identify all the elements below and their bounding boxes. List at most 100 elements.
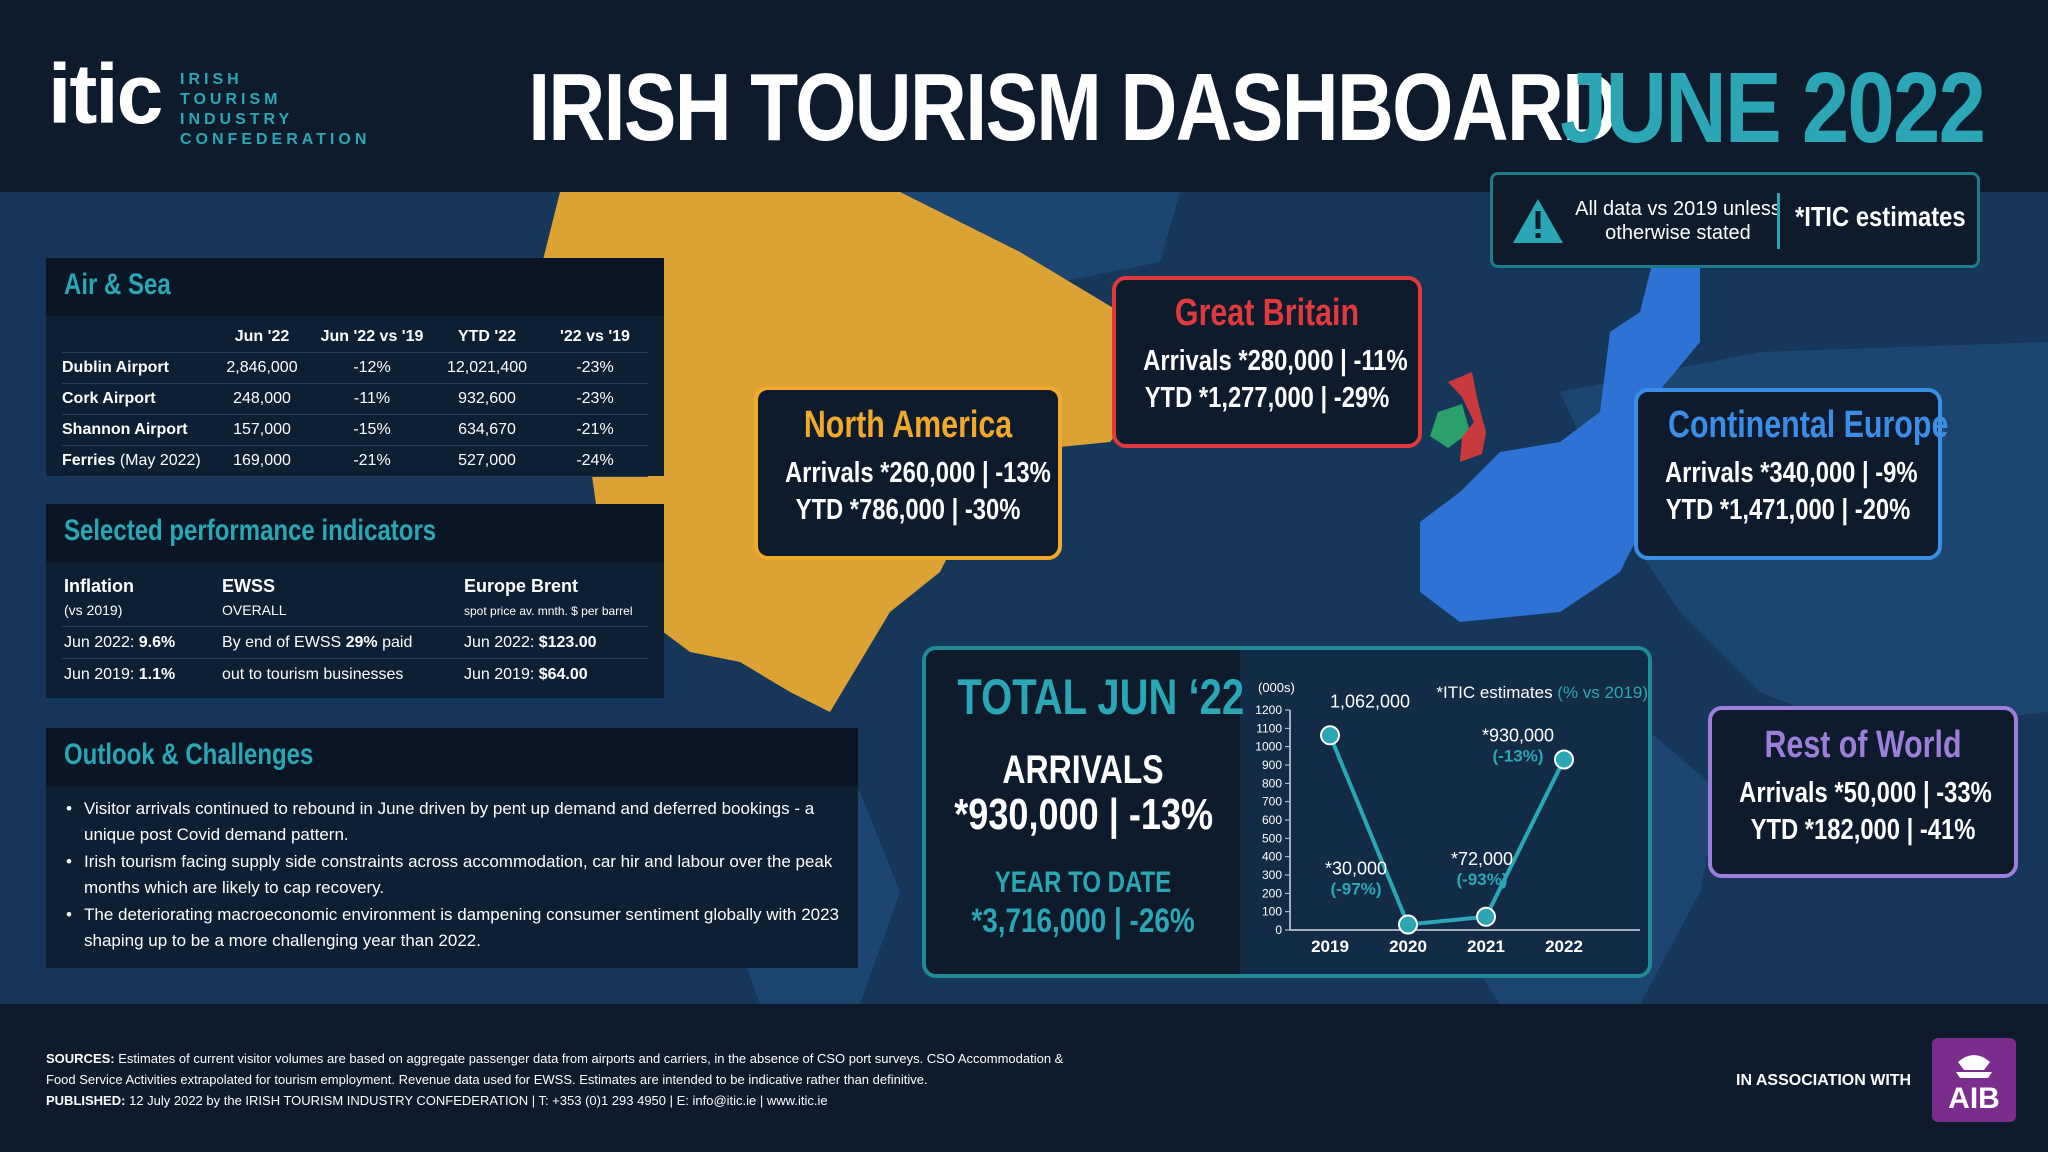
region-name: North America — [803, 404, 1013, 446]
ewss-line-2: out to tourism businesses — [222, 666, 404, 683]
x-tick-label: 2019 — [1311, 937, 1349, 956]
footer: SOURCES: Estimates of current visitor vo… — [0, 1004, 2048, 1152]
inflation-heading: Inflation — [64, 576, 134, 596]
y-tick-label: 200 — [1262, 886, 1282, 900]
table-row: Cork Airport 248,000 -11% 932,600 -23% — [62, 383, 648, 415]
arrivals-line-chart: (000s) *ITIC estimates (% vs 2019) 0 100 200… — [1255, 680, 1648, 956]
y-tick-label: 300 — [1262, 868, 1282, 882]
outlook-title: Outlook & Challenges — [64, 738, 314, 771]
cell: 157,000 — [212, 414, 312, 446]
table-row: Dublin Airport 2,846,000 -12% 12,021,400… — [62, 352, 648, 384]
brent-sub: spot price av. mnth. $ per barrel — [464, 604, 633, 618]
inflation-2019: Jun 2019: 1.1% — [64, 666, 175, 684]
inflation-sub: (vs 2019) — [64, 602, 123, 618]
unit-label: (000s) — [1258, 680, 1295, 695]
published-label: PUBLISHED: — [46, 1093, 126, 1108]
great-britain-shape — [1448, 372, 1486, 462]
estimates-label: *ITIC estimates — [1795, 201, 1966, 232]
data-point — [1554, 749, 1574, 770]
logo-sub-line: IRISH — [180, 71, 243, 88]
value: 9.6% — [138, 634, 176, 651]
region-ytd: YTD *1,277,000 | -29% — [1144, 382, 1390, 414]
air-sea-header — [46, 258, 664, 316]
row-name: Shannon Airport — [62, 414, 212, 446]
list-item: The deteriorating macroeconomic environm… — [62, 902, 842, 954]
cell: 2,846,000 — [212, 352, 312, 384]
y-tick-label: 1100 — [1256, 721, 1282, 735]
cell: 527,000 — [432, 445, 542, 477]
y-tick-label: 500 — [1262, 831, 1282, 845]
region-name: Rest of World — [1764, 724, 1962, 766]
ewss-line-1: By end of EWSS 29% paid — [222, 634, 412, 652]
region-ytd: YTD *1,471,000 | -20% — [1665, 494, 1911, 526]
data-point — [1398, 914, 1418, 935]
sources-text: SOURCES: Estimates of current visitor vo… — [46, 1048, 1086, 1111]
cell: -21% — [312, 445, 432, 477]
arrivals-series-line — [1328, 734, 1566, 927]
data-label: 1,062,000 — [1330, 691, 1410, 711]
table-row: Shannon Airport 157,000 -15% 634,670 -21… — [62, 414, 648, 446]
notice-text: All data vs 2019 unless otherwise stated — [1575, 198, 1781, 244]
y-tick-label: 100 — [1262, 905, 1282, 919]
text: By end of EWSS — [222, 634, 346, 651]
cell: -15% — [312, 414, 432, 446]
y-tick-label: 1200 — [1255, 703, 1282, 717]
data-label: *930,000 — [1482, 726, 1554, 746]
column-header: YTD '22 — [432, 322, 542, 353]
continental-europe-callout: Continental Europe Arrivals *340,000 | -… — [1634, 388, 1948, 560]
indicators-panel: Selected performance indicators Inflatio… — [46, 504, 664, 698]
region-name: Great Britain — [1174, 292, 1360, 334]
x-tick-label: 2022 — [1545, 937, 1583, 956]
outlook-list: Visitor arrivals continued to rebound in… — [62, 796, 842, 955]
data-pct-label: (-93%) — [1456, 870, 1507, 889]
europe-shape — [1420, 212, 1700, 622]
itic-logo-subtitle: IRISH TOURISM INDUSTRY CONFEDERATION — [180, 70, 370, 150]
brent-2019: Jun 2019: $64.00 — [464, 666, 588, 684]
arrivals-value: *930,000 | -13% — [954, 790, 1214, 839]
x-tick-label: 2021 — [1467, 937, 1505, 956]
column-header: '22 vs '19 — [542, 322, 648, 353]
aib-ark-icon — [1956, 1055, 1992, 1078]
indicators-header — [46, 504, 664, 562]
table-row: Ferries (May 2022) 169,000 -21% 527,000 … — [62, 445, 648, 477]
row-name-text: Ferries — [62, 452, 116, 469]
air-sea-panel: Air & Sea Jun '22 Jun '22 vs '19 YTD '22… — [46, 258, 664, 477]
total-title: TOTAL JUN ‘22 — [957, 669, 1245, 725]
x-tick-label: 2020 — [1389, 937, 1427, 956]
data-point — [1320, 725, 1340, 746]
y-tick-label: 700 — [1262, 795, 1282, 809]
row-note: (May 2022) — [119, 452, 201, 469]
region-ytd: YTD *786,000 | -30% — [795, 494, 1021, 526]
data-label: *72,000 — [1451, 849, 1513, 869]
ireland-shape — [1430, 404, 1470, 448]
data-label: *30,000 — [1325, 859, 1387, 879]
cell: -11% — [312, 383, 432, 415]
table-header-row: Jun '22 Jun '22 vs '19 YTD '22 '22 vs '1… — [62, 322, 648, 353]
cell: 12,021,400 — [432, 352, 542, 384]
itic-logo[interactable]: itic — [48, 47, 163, 141]
outlook-header — [46, 728, 858, 786]
y-tick-label: 0 — [1275, 923, 1282, 937]
region-arrivals: Arrivals *280,000 | -11% — [1143, 345, 1408, 377]
data-pct-label: (-97%) — [1330, 880, 1381, 899]
value: $123.00 — [538, 634, 597, 651]
y-tick-label: 1000 — [1255, 740, 1282, 754]
ewss-heading: EWSS — [222, 576, 276, 596]
report-month: JUNE 2022 — [1560, 52, 1986, 164]
divider — [62, 626, 648, 627]
y-tick-label: 900 — [1262, 758, 1282, 772]
total-panel: TOTAL JUN ‘22 ARRIVALS *930,000 | -13% Y… — [922, 646, 1652, 978]
aib-logo[interactable]: AIB — [1932, 1038, 2016, 1122]
label: Jun 2022: — [64, 634, 139, 651]
warning-icon — [1513, 199, 1563, 243]
association-label: IN ASSOCIATION WITH — [1736, 1072, 1912, 1089]
value: $64.00 — [538, 666, 588, 683]
row-name: Dublin Airport — [62, 352, 212, 384]
divider — [62, 658, 648, 659]
brent-heading: Europe Brent — [464, 576, 579, 596]
data-notice: All data vs 2019 unless otherwise stated… — [1490, 172, 1980, 268]
cell: -23% — [542, 352, 648, 384]
aib-text: AIB — [1948, 1082, 2000, 1115]
data-pct-label: (-13%) — [1492, 747, 1543, 766]
ytd-label: YEAR TO DATE — [994, 866, 1172, 899]
